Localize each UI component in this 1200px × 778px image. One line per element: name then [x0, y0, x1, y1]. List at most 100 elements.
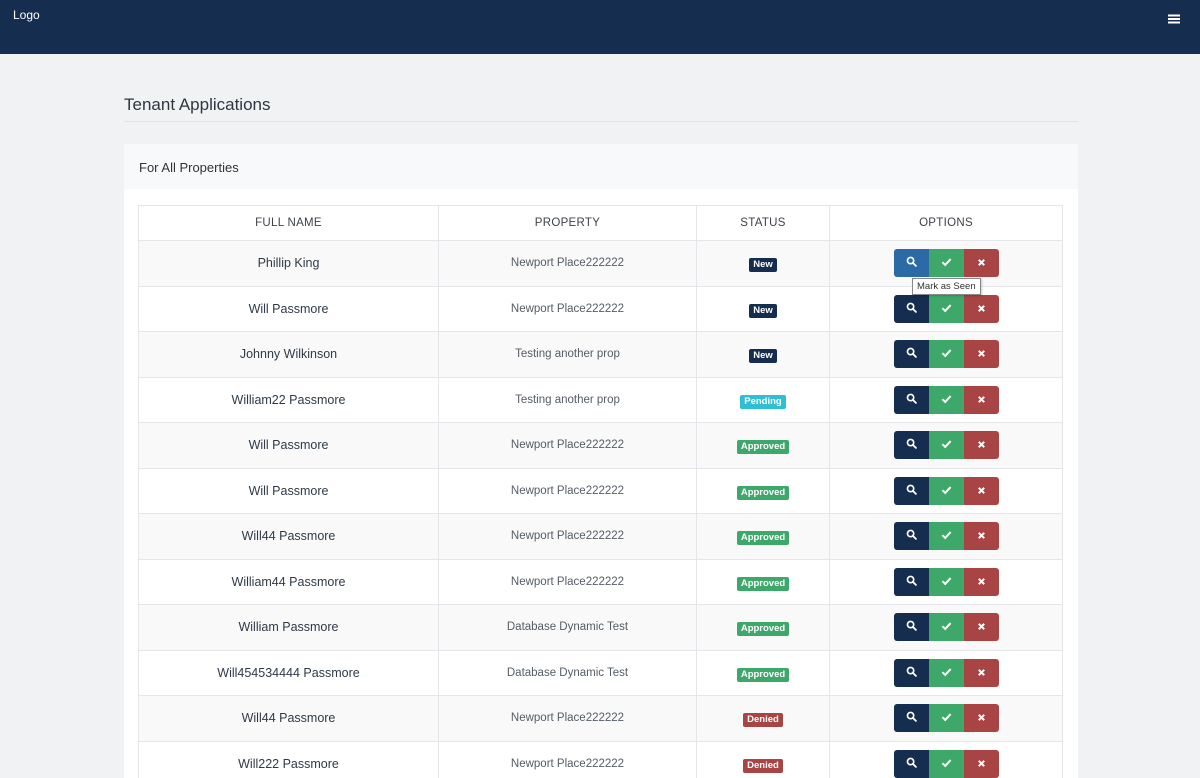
logo[interactable]: Logo — [13, 8, 40, 22]
approve-button[interactable] — [928, 567, 964, 596]
table-row: William Passmore Database Dynamic Test App… — [138, 604, 1063, 651]
table-row: Will44 Passmore Newport Place222222 Approv… — [138, 513, 1063, 560]
applications-table: FULL NAME PROPERTY STATUS OPTIONS Philli… — [138, 205, 1063, 778]
deny-button[interactable] — [963, 294, 999, 323]
status-cell: Denied — [696, 695, 830, 742]
top-navbar: Logo — [0, 0, 1200, 54]
approve-button[interactable] — [928, 340, 964, 369]
full-name-cell: Will44 Passmore — [138, 513, 439, 560]
approve-button[interactable] — [928, 704, 964, 733]
table-row: Will222 Passmore Newport Place222222 Denie… — [138, 740, 1063, 778]
options-cell — [829, 649, 1063, 696]
options-cell — [829, 695, 1063, 742]
options-button-group — [893, 476, 999, 505]
options-button-group — [893, 294, 999, 323]
options-cell — [829, 422, 1063, 469]
column-header-options: OPTIONS — [829, 205, 1063, 241]
check-icon — [941, 391, 952, 409]
approve-button[interactable] — [928, 476, 964, 505]
view-button[interactable] — [893, 294, 929, 323]
approve-button[interactable] — [928, 249, 964, 278]
approve-button[interactable] — [928, 385, 964, 414]
options-button-group — [893, 567, 999, 596]
table-row: Johnny Wilkinson Testing another prop New — [138, 331, 1063, 378]
approve-button[interactable] — [928, 431, 964, 460]
approve-button[interactable] — [928, 522, 964, 551]
check-icon — [941, 709, 952, 727]
property-cell: Testing another prop — [438, 376, 697, 423]
property-cell: Newport Place222222 — [438, 695, 697, 742]
options-button-group — [893, 658, 999, 687]
close-icon — [977, 709, 986, 727]
deny-button[interactable] — [963, 704, 999, 733]
check-icon — [941, 755, 952, 773]
table-header-row: FULL NAME PROPERTY STATUS OPTIONS — [138, 205, 1063, 241]
status-badge: Denied — [743, 713, 783, 728]
view-button[interactable] — [893, 340, 929, 369]
view-button[interactable] — [893, 749, 929, 778]
property-cell: Newport Place222222 — [438, 513, 697, 560]
close-icon — [977, 527, 986, 545]
approve-button[interactable] — [928, 294, 964, 323]
property-cell: Database Dynamic Test — [438, 604, 697, 651]
deny-button[interactable] — [963, 476, 999, 505]
deny-button[interactable] — [963, 431, 999, 460]
table-row: Will44 Passmore Newport Place222222 Denied — [138, 695, 1063, 742]
options-cell — [829, 376, 1063, 423]
options-cell — [829, 467, 1063, 514]
mark-as-seen-tooltip: Mark as Seen — [912, 278, 981, 295]
full-name-cell: Will222 Passmore — [138, 740, 439, 778]
search-icon — [906, 573, 917, 591]
view-button[interactable] — [893, 704, 929, 733]
hamburger-menu-icon[interactable] — [1167, 12, 1181, 24]
search-icon — [906, 345, 917, 363]
check-icon — [941, 254, 952, 272]
page-title: Tenant Applications — [124, 95, 271, 114]
table-row: William22 Passmore Testing another prop Pe… — [138, 376, 1063, 423]
view-button[interactable] — [893, 385, 929, 414]
close-icon — [977, 664, 986, 682]
options-cell — [829, 513, 1063, 560]
view-button[interactable] — [893, 522, 929, 551]
approve-button[interactable] — [928, 749, 964, 778]
deny-button[interactable] — [963, 658, 999, 687]
status-badge: New — [749, 258, 777, 273]
property-cell: Newport Place222222 — [438, 467, 697, 514]
deny-button[interactable] — [963, 249, 999, 278]
view-button[interactable] — [893, 476, 929, 505]
deny-button[interactable] — [963, 749, 999, 778]
options-cell — [829, 740, 1063, 778]
column-header-property[interactable]: PROPERTY — [438, 205, 697, 241]
check-icon — [941, 436, 952, 454]
deny-button[interactable] — [963, 567, 999, 596]
deny-button[interactable] — [963, 613, 999, 642]
check-icon — [941, 527, 952, 545]
check-icon — [941, 618, 952, 636]
deny-button[interactable] — [963, 340, 999, 369]
status-badge: Approved — [736, 531, 790, 546]
column-header-status[interactable]: STATUS — [696, 205, 830, 241]
deny-button[interactable] — [963, 522, 999, 551]
close-icon — [977, 436, 986, 454]
close-icon — [977, 618, 986, 636]
search-icon — [906, 436, 917, 454]
panel-title: For All Properties — [139, 160, 239, 175]
status-cell: New — [696, 331, 830, 378]
approve-button[interactable] — [928, 658, 964, 687]
status-cell: Pending — [696, 376, 830, 423]
view-button[interactable] — [893, 613, 929, 642]
status-cell: Approved — [696, 422, 830, 469]
property-cell: Testing another prop — [438, 331, 697, 378]
view-button[interactable] — [893, 249, 929, 278]
options-button-group — [893, 704, 999, 733]
deny-button[interactable] — [963, 385, 999, 414]
view-button[interactable] — [893, 567, 929, 596]
options-cell — [829, 558, 1063, 605]
view-button[interactable] — [893, 431, 929, 460]
view-button[interactable] — [893, 658, 929, 687]
close-icon — [977, 482, 986, 500]
approve-button[interactable] — [928, 613, 964, 642]
column-header-full-name[interactable]: FULL NAME — [138, 205, 439, 241]
search-icon — [906, 482, 917, 500]
options-cell — [829, 604, 1063, 651]
